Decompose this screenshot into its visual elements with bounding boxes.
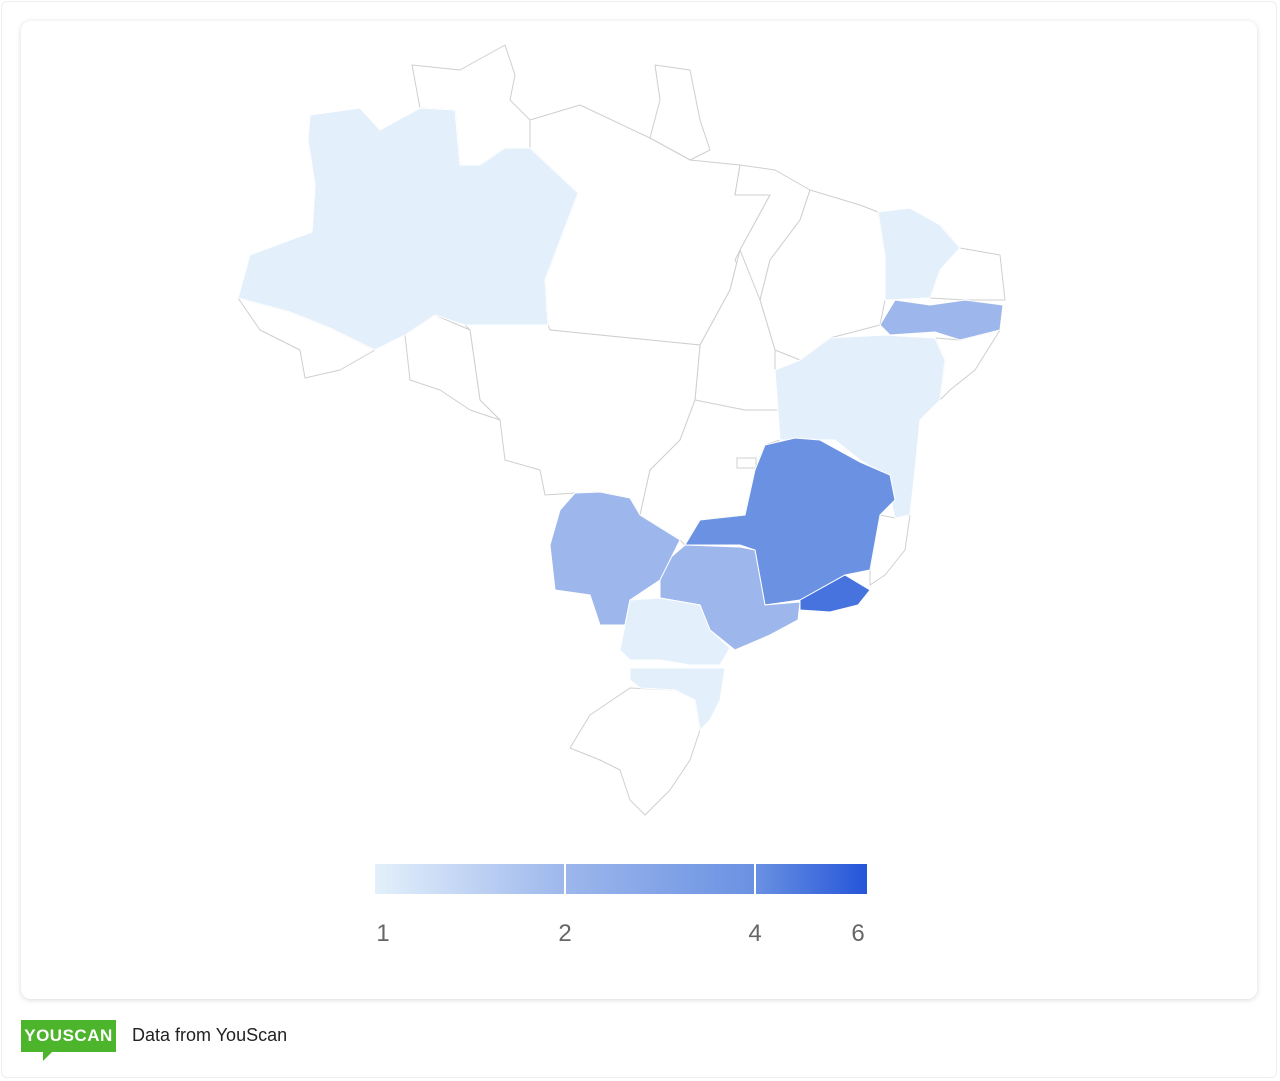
state-region [879, 299, 1004, 341]
data-states [237, 107, 1004, 732]
state-region [659, 544, 801, 651]
state [736, 457, 757, 469]
legend-segment [755, 864, 867, 894]
legend-tick-label: 2 [558, 920, 571, 947]
legend-tick-label: 4 [748, 920, 761, 947]
state-region [629, 667, 726, 732]
state-region [774, 334, 946, 519]
legend: 1 2 4 6 [375, 864, 867, 947]
footer-text: Data from YouScan [132, 1025, 288, 1045]
state-region [237, 107, 579, 351]
state-region [799, 574, 871, 613]
legend-segment [565, 864, 755, 894]
base-states [237, 44, 1006, 816]
state-region [619, 597, 731, 666]
state [649, 64, 711, 161]
legend-segment [375, 864, 565, 894]
state [404, 314, 501, 421]
state [569, 687, 701, 816]
legend-tick-label: 1 [376, 920, 389, 947]
legend-tick-label: 6 [851, 920, 864, 947]
map: 1 2 4 6 [237, 44, 1006, 947]
state-region [877, 207, 961, 301]
logo: YOUSCAN [21, 1020, 116, 1061]
